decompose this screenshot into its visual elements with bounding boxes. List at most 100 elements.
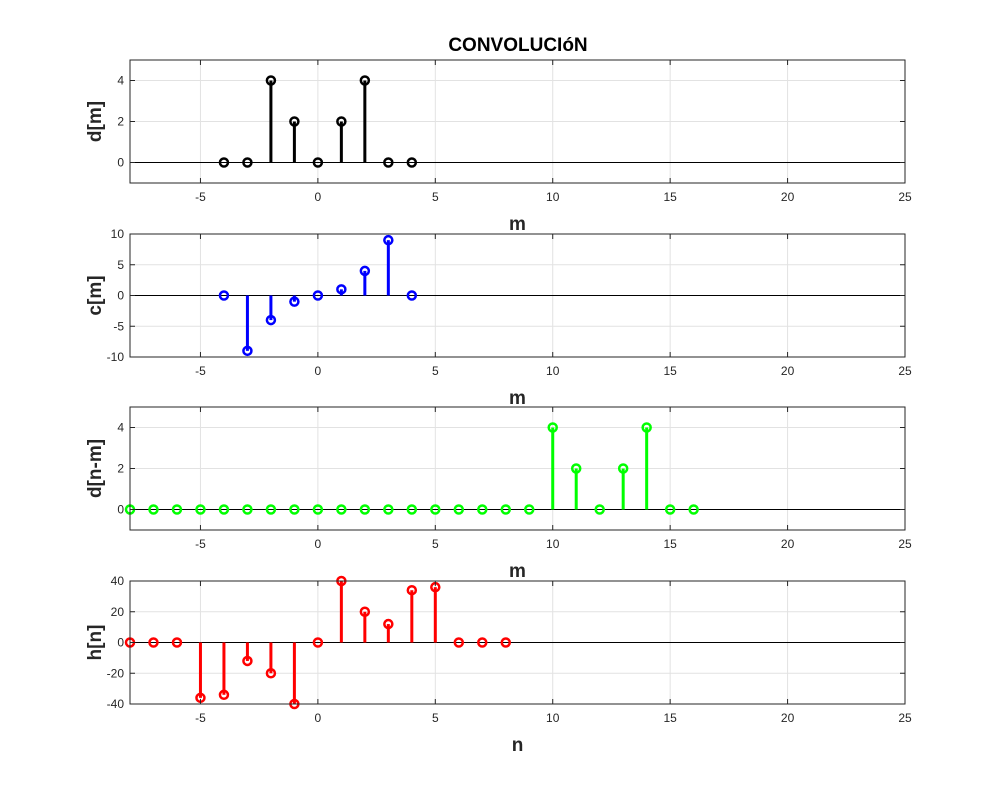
y-tick-label: 0 [117, 289, 124, 303]
stem-marker [336, 284, 347, 295]
stem-marker [359, 606, 371, 617]
y-tick-label: 4 [117, 74, 124, 88]
x-tick-label: 20 [781, 711, 795, 725]
stem-marker [242, 655, 253, 667]
stem-marker [312, 637, 324, 648]
stem-marker [406, 504, 418, 515]
stem-marker [359, 75, 371, 86]
stem-marker [242, 345, 253, 357]
y-axis-label: c[m] [85, 275, 106, 315]
y-tick-label: 5 [117, 258, 124, 272]
x-tick-label: 10 [546, 537, 560, 551]
stem-marker [312, 290, 324, 301]
subplot-4: -5 0 5 10 15 20 25 -40 -20 0 20 40 n h[n] [85, 574, 912, 756]
stem-marker [477, 637, 488, 648]
y-tick-label: -5 [113, 319, 124, 333]
x-axis-label: n [512, 735, 524, 756]
x-tick-label: 0 [315, 364, 322, 378]
stem-marker [453, 504, 465, 515]
y-tick-label: -40 [107, 697, 125, 711]
stem-marker [195, 504, 206, 515]
x-tick-label: 20 [781, 537, 795, 551]
stem-marker [383, 234, 394, 246]
stem-marker [171, 504, 183, 515]
y-tick-label: 0 [117, 636, 124, 650]
y-tick-label: -20 [107, 666, 125, 680]
x-tick-label: -5 [195, 537, 206, 551]
x-tick-label: -5 [195, 364, 206, 378]
chart-title: CONVOLUCIóN [448, 35, 587, 56]
x-tick-label: 20 [781, 364, 795, 378]
stem-marker [359, 265, 371, 277]
stem-marker [218, 157, 230, 168]
x-tick-label: -5 [195, 190, 206, 204]
stem-marker [406, 157, 418, 168]
stem-marker [430, 504, 441, 515]
stem-marker [218, 290, 230, 301]
y-tick-label: 10 [111, 227, 125, 241]
stem-marker [336, 504, 347, 515]
x-tick-label: 25 [898, 537, 912, 551]
stem-marker [664, 504, 676, 515]
stem-marker [289, 504, 300, 515]
stem-marker [500, 504, 512, 515]
y-axis-label: d[n-m] [85, 439, 106, 498]
stem-marker [383, 504, 394, 515]
stem-marker [289, 296, 300, 307]
stem-marker [688, 504, 699, 515]
stem-marker [218, 689, 230, 701]
y-tick-label: 0 [117, 503, 124, 517]
y-axis-label: h[n] [85, 625, 106, 661]
stem-marker [594, 504, 605, 515]
y-tick-label: 40 [111, 574, 125, 588]
subplot-2: -5 0 5 10 15 20 25 -10 -5 0 5 10 m c[m] [85, 227, 912, 409]
subplot-1: -5 0 5 10 15 20 25 0 2 4 m d[m] [85, 59, 912, 235]
x-axis-label: m [509, 388, 526, 409]
x-tick-label: 20 [781, 190, 795, 204]
stem-marker [289, 116, 300, 127]
y-tick-label: 0 [117, 156, 124, 170]
x-tick-label: 0 [315, 711, 322, 725]
stem-marker [406, 290, 418, 301]
stem-marker [406, 584, 418, 596]
y-tick-label: -10 [107, 350, 125, 364]
stem-marker [148, 504, 159, 515]
x-tick-label: 15 [663, 190, 677, 204]
x-tick-label: 15 [663, 537, 677, 551]
x-tick-label: 10 [546, 364, 560, 378]
x-tick-label: 15 [663, 711, 677, 725]
x-tick-label: 10 [546, 190, 560, 204]
x-tick-label: 25 [898, 190, 912, 204]
y-tick-label: 4 [117, 421, 124, 435]
x-tick-label: 0 [315, 190, 322, 204]
stem-marker [171, 637, 183, 648]
x-tick-label: -5 [195, 711, 206, 725]
x-tick-label: 25 [898, 364, 912, 378]
stem-marker [523, 504, 535, 515]
x-tick-label: 5 [432, 364, 439, 378]
stem-marker [265, 75, 277, 86]
y-tick-label: 2 [117, 462, 124, 476]
subplots: -5 0 5 10 15 20 25 0 2 4 m d[m] -5 0 5 10 15 20 25 -10 -5 0 5 1… [85, 59, 912, 756]
x-tick-label: 10 [546, 711, 560, 725]
stem-marker [242, 504, 253, 515]
y-axis-label: d[m] [85, 101, 106, 142]
stem-marker [242, 157, 253, 168]
stem-marker [383, 157, 394, 168]
stem-marker [359, 504, 371, 515]
x-tick-label: 15 [663, 364, 677, 378]
stem-marker [547, 422, 558, 433]
stem-marker [453, 637, 465, 648]
x-tick-label: 25 [898, 711, 912, 725]
stem-marker [218, 504, 230, 515]
x-tick-label: 0 [315, 537, 322, 551]
stem-marker [641, 422, 652, 433]
x-tick-label: 5 [432, 537, 439, 551]
x-tick-label: 5 [432, 190, 439, 204]
y-tick-label: 20 [111, 605, 125, 619]
stem-marker [336, 116, 347, 127]
stem-marker [265, 314, 277, 326]
stem-marker [148, 637, 159, 648]
stem-marker [312, 157, 324, 168]
